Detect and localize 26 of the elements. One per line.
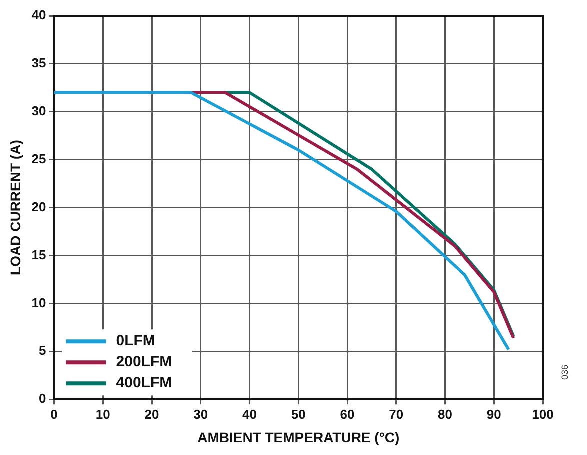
x-tick-label: 60	[340, 406, 355, 422]
x-tick-label: 90	[486, 406, 502, 422]
y-tick-label: 35	[32, 56, 46, 71]
x-tick-label: 40	[242, 406, 257, 422]
y-tick-label: 25	[32, 151, 46, 166]
y-tick-label: 40	[32, 8, 46, 23]
x-tick-label: 100	[532, 406, 554, 422]
legend-label: 0LFM	[116, 332, 156, 350]
legend-label: 200LFM	[116, 354, 172, 371]
y-axis-title: LOAD CURRENT (A)	[7, 140, 24, 276]
y-tick-label: 5	[39, 343, 46, 358]
x-axis-title: AMBIENT TEMPERATURE (°C)	[198, 429, 400, 446]
x-tick-label: 30	[194, 406, 208, 422]
x-tick-label: 80	[438, 406, 452, 422]
x-tick-label: 70	[389, 406, 404, 422]
x-tick-label: 10	[96, 406, 110, 422]
y-tick-label: 20	[32, 199, 46, 214]
x-tick-label: 0	[50, 406, 58, 422]
x-tick-label: 20	[144, 406, 160, 422]
y-tick-label: 30	[32, 103, 46, 118]
y-tick-label: 0	[39, 391, 46, 406]
y-tick-label: 15	[32, 247, 46, 262]
text: 036	[560, 364, 570, 380]
x-tick-label: 50	[291, 406, 306, 422]
y-tick-label: 10	[32, 295, 46, 310]
legend-label: 400LFM	[116, 374, 172, 392]
